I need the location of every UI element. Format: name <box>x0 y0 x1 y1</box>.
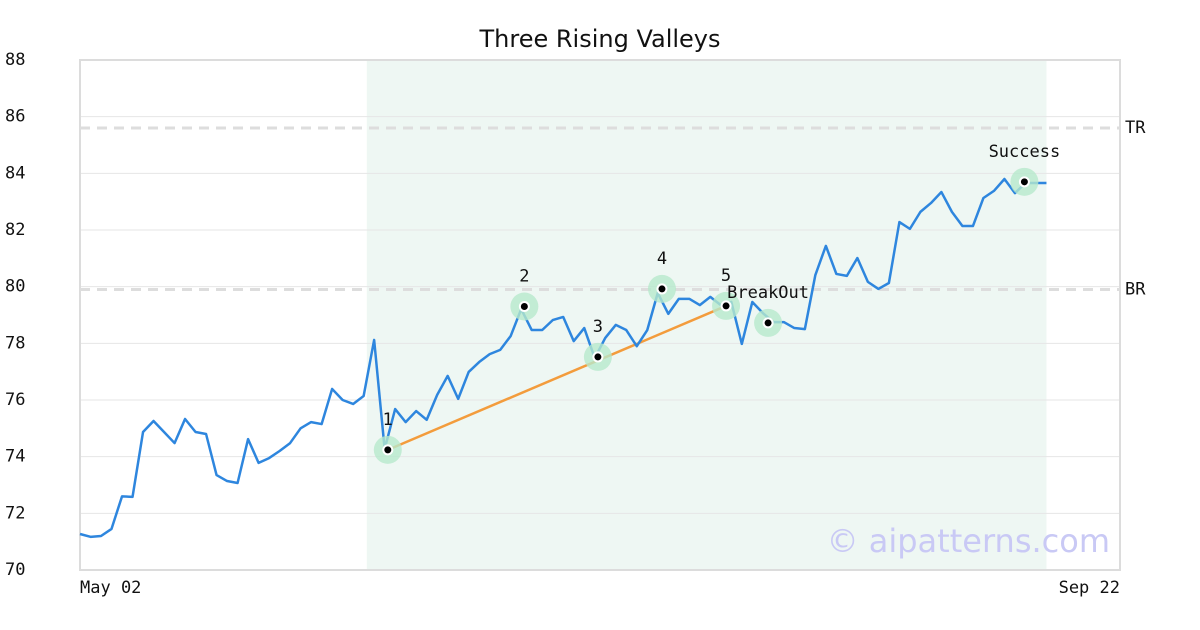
y-tick-label: 86 <box>5 107 25 127</box>
annotation-dot <box>1018 176 1030 188</box>
annotation-dot <box>720 300 732 312</box>
annotation-label: 1 <box>383 410 393 430</box>
reference-label: BR <box>1125 280 1146 300</box>
chart-title: Three Rising Valleys <box>478 25 720 53</box>
y-tick-label: 84 <box>5 163 25 183</box>
annotation-label: Success <box>989 142 1061 162</box>
y-tick-label: 88 <box>5 50 25 70</box>
annotation-dot <box>518 301 530 312</box>
annotation-dot <box>656 283 668 295</box>
price-line <box>79 177 1047 539</box>
y-tick-label: 78 <box>5 333 25 353</box>
y-tick-label: 72 <box>5 503 25 523</box>
annotation-label: 3 <box>593 317 603 337</box>
reference-label: TR <box>1125 118 1146 138</box>
annotation-dot <box>762 317 774 329</box>
annotation-label: 4 <box>657 249 667 269</box>
y-tick-label: 74 <box>5 447 25 467</box>
annotation-label: BreakOut <box>727 283 809 303</box>
annotation-dot <box>592 351 604 363</box>
y-tick-label: 70 <box>5 560 25 580</box>
y-tick-label: 82 <box>5 220 25 240</box>
plot-frame <box>79 59 1121 571</box>
annotation-label: 5 <box>721 266 731 286</box>
x-tick-label: Sep 22 <box>1059 578 1120 598</box>
y-tick-label: 76 <box>5 390 25 410</box>
trend-line <box>387 304 727 452</box>
x-tick-label: May 02 <box>80 578 141 598</box>
annotation-label: 2 <box>519 267 529 287</box>
annotation-dot <box>382 444 394 456</box>
y-tick-label: 80 <box>5 277 25 297</box>
watermark: © aipatterns.com <box>827 522 1110 560</box>
